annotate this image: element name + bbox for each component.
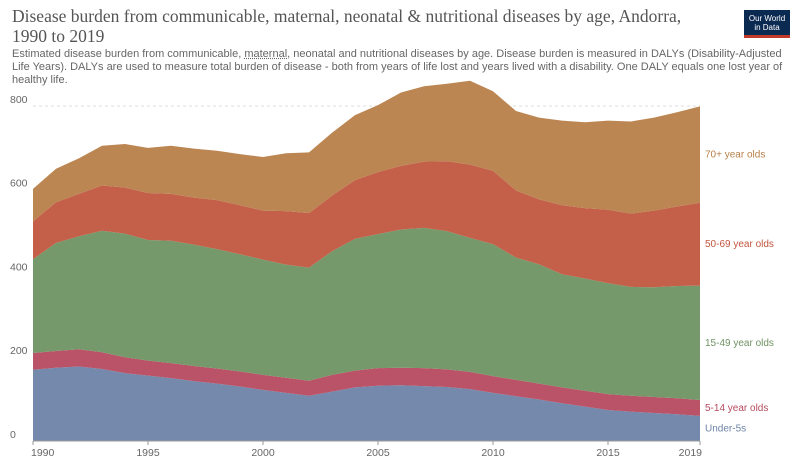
series-labels: Under-5s 5-14 year olds 15-49 year olds 50-…: [705, 150, 774, 435]
area-3[interactable]: [33, 161, 700, 288]
series-label-0[interactable]: Under-5s: [705, 423, 746, 434]
logo-line-2: in Data: [754, 23, 780, 32]
series-label-1[interactable]: 5-14 year olds: [705, 403, 768, 414]
y-tick-label: 600: [10, 178, 28, 190]
chart-subtitle: Estimated disease burden from communicab…: [12, 48, 787, 87]
y-tick-label: 400: [10, 261, 28, 273]
x-tick-label: 2005: [366, 447, 390, 459]
chart-title: Disease burden from communicable, matern…: [12, 6, 682, 46]
x-tick-label: 2015: [596, 447, 620, 459]
series-label-2[interactable]: 15-49 year olds: [705, 338, 774, 349]
subtitle-part-3: , neonatal and nutritional diseases by a…: [12, 48, 783, 86]
x-tick-label: 1995: [136, 447, 160, 459]
axes: 0 200 400 600 800 1990 1995 2000 2005 2010 2015 201…: [10, 94, 702, 459]
area-1[interactable]: [33, 349, 700, 416]
area-0[interactable]: [33, 366, 700, 441]
area-4[interactable]: [33, 80, 700, 222]
x-tick-label: 2010: [481, 447, 505, 459]
logo-line-1: Our World: [748, 14, 786, 23]
y-tick-label: 800: [10, 94, 28, 106]
y-tick-label: 0: [10, 429, 16, 441]
y-tick-label: 200: [10, 345, 28, 357]
series-label-3[interactable]: 50-69 year olds: [705, 239, 774, 250]
x-tick-label: 1990: [31, 447, 55, 459]
series-label-4[interactable]: 70+ year olds: [705, 150, 765, 161]
area-2[interactable]: [33, 227, 700, 400]
area-series: [33, 80, 700, 441]
x-tick-label: 2000: [251, 447, 275, 459]
subtitle-link-maternal[interactable]: maternal: [244, 48, 288, 60]
subtitle-part-1: Estimated disease burden from communicab…: [12, 48, 245, 60]
x-tick-label: 2019: [679, 447, 703, 459]
owid-logo[interactable]: Our World in Data: [744, 10, 790, 38]
